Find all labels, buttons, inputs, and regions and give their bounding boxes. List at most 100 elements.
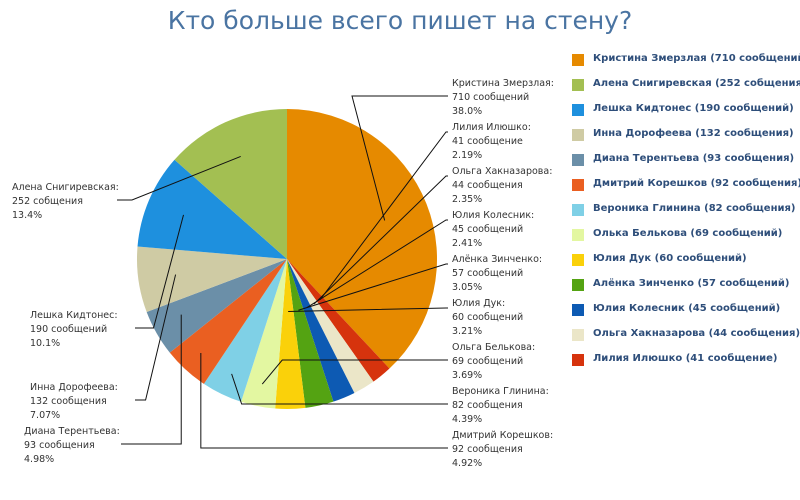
leader-line — [298, 263, 448, 311]
leader-line — [121, 314, 182, 445]
legend-item: Кристина Змерзлая (710 сообщений) — [570, 50, 800, 75]
legend-swatch — [572, 229, 584, 241]
slice-label: Инна Дорофеева: — [30, 382, 118, 393]
legend-swatch — [572, 354, 584, 366]
pie-slice — [241, 259, 287, 409]
legend-label: Лилия Илюшко (41 сообщение) — [593, 353, 778, 364]
legend-label: Олька Белькова (69 сообщений) — [593, 228, 783, 239]
leader-line — [135, 214, 184, 329]
pie-slice — [287, 259, 390, 382]
slice-label: 41 сообщение — [452, 136, 523, 147]
pie-slice — [287, 109, 437, 369]
slice-label: 3.05% — [452, 282, 482, 293]
leader-line — [231, 373, 448, 405]
slice-label: Лилия Илюшко: — [452, 122, 531, 133]
pie-slice — [137, 159, 287, 259]
pie-slice — [146, 259, 287, 353]
legend-item: Алёнка Зинченко (57 сообщений) — [570, 275, 798, 300]
leader-line — [313, 175, 448, 305]
slice-label: 2.41% — [452, 238, 482, 249]
legend-label: Дмитрий Корешков (92 сообщения) — [593, 178, 800, 189]
slice-label: 13.4% — [12, 210, 42, 221]
legend-swatch — [572, 54, 584, 66]
slice-label: 38.0% — [452, 106, 482, 117]
legend-swatch — [572, 154, 584, 166]
slice-label: 132 сообщения — [30, 396, 107, 407]
legend-label: Диана Терентьева (93 сообщения) — [593, 153, 795, 164]
legend-item: Лешка Кидтонес (190 сообщений) — [570, 100, 798, 125]
pie-slice — [275, 259, 306, 410]
slice-label: 7.07% — [30, 410, 60, 421]
legend-label: Юлия Колесник (45 сообщений) — [593, 303, 781, 314]
legend-item: Вероника Глинина (82 сообщения) — [570, 200, 798, 225]
pie-slice — [287, 259, 374, 393]
slice-labels: Кристина Змерзлая: 710 сообщений 38.0% Лили… — [12, 78, 554, 469]
slice-label: 4.98% — [24, 454, 54, 465]
slice-label: 3.69% — [452, 370, 482, 381]
slice-label: 92 сообщения — [452, 444, 523, 455]
chart-title: Кто больше всего пишет на стену? — [167, 6, 633, 35]
slice-label: Диана Терентьева: — [24, 426, 120, 437]
pie-slices — [137, 109, 437, 410]
leader-line — [288, 307, 448, 312]
legend-swatch — [572, 304, 584, 316]
legend-label: Лешка Кидтонес (190 сообщений) — [593, 103, 794, 114]
slice-label: 60 сообщений — [452, 312, 523, 323]
legend-swatch — [572, 179, 584, 191]
pie-slice — [287, 259, 334, 408]
legend-item: Олька Белькова (69 сообщений) — [570, 225, 798, 250]
leader-line — [261, 359, 448, 385]
slice-label: 45 сообщений — [452, 224, 523, 235]
leader-line — [135, 274, 177, 401]
slice-label: Вероника Глинина: — [452, 386, 549, 397]
legend-label: Инна Дорофеева (132 сообщения) — [593, 128, 794, 139]
legend-item: Диана Терентьева (93 сообщения) — [570, 150, 798, 175]
legend-label: Кристина Змерзлая (710 сообщений) — [593, 53, 800, 64]
slice-label: 252 собщения — [12, 196, 83, 207]
slice-label: Лешка Кидтонес: — [30, 310, 118, 321]
legend-item: Ольга Хакназарова (44 сообщения) — [570, 325, 800, 350]
leader-line — [319, 131, 448, 301]
slice-label: 4.39% — [452, 414, 482, 425]
legend-swatch — [572, 329, 584, 341]
slice-label: Ольга Хакназарова: — [452, 166, 552, 177]
legend-label: Вероника Глинина (82 сообщения) — [593, 203, 796, 214]
legend-label: Алена Снигиревская (252 собщения) — [593, 78, 800, 89]
slice-label: 93 сообщения — [24, 440, 95, 451]
legend-item: Юлия Дук (60 сообщений) — [570, 250, 798, 275]
legend-item: Инна Дорофеева (132 сообщения) — [570, 125, 798, 150]
slice-label: 3.21% — [452, 326, 482, 337]
legend-swatch — [572, 204, 584, 216]
slice-label: Юлия Дук: — [452, 298, 505, 309]
legend-item: Лилия Илюшко (41 сообщение) — [570, 350, 798, 375]
slice-label: 10.1% — [30, 338, 60, 349]
slice-label: 2.35% — [452, 194, 482, 205]
pie-slice — [174, 109, 287, 259]
legend-swatch — [572, 104, 584, 116]
legend: Кристина Змерзлая (710 сообщений) Алена С… — [570, 50, 800, 375]
legend-label: Алёнка Зинченко (57 сообщений) — [593, 278, 790, 289]
slice-label: 190 сообщений — [30, 324, 107, 335]
leader-lines — [117, 95, 448, 449]
leader-line — [117, 155, 241, 201]
legend-swatch — [572, 129, 584, 141]
legend-item: Юлия Колесник (45 сообщений) — [570, 300, 798, 325]
leader-line — [200, 352, 448, 449]
legend-swatch — [572, 79, 584, 91]
legend-label: Юлия Дук (60 сообщений) — [593, 253, 747, 264]
slice-label: Ольга Белькова: — [452, 342, 535, 353]
pie-slice — [287, 259, 355, 402]
leader-line — [306, 219, 448, 308]
slice-label: 4.92% — [452, 458, 482, 469]
slice-label: Алёнка Зинченко: — [452, 254, 542, 265]
leader-line — [351, 95, 448, 221]
legend-label: Ольга Хакназарова (44 сообщения) — [593, 328, 800, 339]
legend-item: Алена Снигиревская (252 собщения) — [570, 75, 800, 100]
pie-slice — [169, 259, 287, 384]
slice-label: Кристина Змерзлая: — [452, 78, 554, 89]
pie-slice — [203, 259, 287, 402]
pie-slice — [137, 246, 287, 312]
slice-label: 57 сообщений — [452, 268, 523, 279]
slice-label: 710 сообщений — [452, 92, 529, 103]
